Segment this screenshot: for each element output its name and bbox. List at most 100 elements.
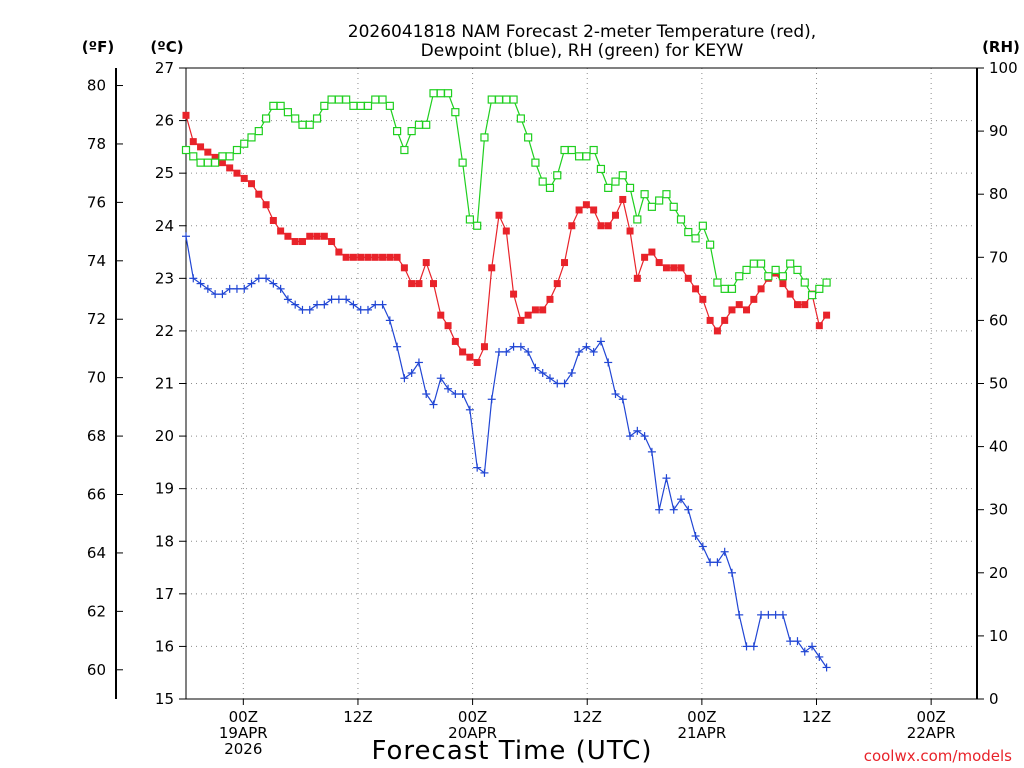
rh-point: [436, 89, 445, 98]
temperature-point: [692, 285, 700, 293]
temperature-point: [757, 285, 765, 293]
chart-title: 2026041818 NAM Forecast 2-meter Temperat…: [348, 22, 816, 42]
dewpoint-point: [211, 290, 220, 299]
temperature-point: [488, 264, 496, 272]
dewpoint-point: [473, 463, 482, 472]
rh-point: [422, 120, 431, 129]
temperature-point: [320, 232, 328, 240]
dewpoint-point: [487, 395, 496, 404]
rh-point: [713, 278, 722, 287]
rh-point: [502, 95, 511, 104]
dewpoint-point: [589, 347, 598, 356]
dewpoint-point: [203, 284, 212, 293]
dewpoint-point: [240, 284, 249, 293]
dewpoint-point: [451, 390, 460, 399]
dewpoint-point: [764, 610, 773, 619]
dewpoint-point: [480, 468, 489, 477]
dewpoint-point: [713, 558, 722, 567]
rh-tick-label: 40: [989, 438, 1008, 456]
rh-point: [538, 177, 547, 186]
dewpoint-point: [509, 342, 518, 351]
rh-point: [371, 95, 380, 104]
dewpoint-point: [385, 316, 394, 325]
temperature-point: [670, 264, 678, 272]
dewpoint-point: [815, 652, 824, 661]
rh-point: [807, 291, 817, 300]
rh-point: [625, 183, 635, 192]
fahrenheit-tick-label: 68: [87, 427, 106, 445]
dewpoint-point: [647, 447, 656, 456]
rh-point: [240, 139, 249, 148]
temperature-point: [779, 280, 787, 288]
temperature-point: [823, 311, 831, 319]
dewpoint-point: [822, 663, 831, 672]
dewpoint-point: [545, 374, 554, 383]
temperature-point: [641, 253, 649, 261]
fahrenheit-tick-label: 78: [87, 135, 106, 153]
rh-point: [320, 101, 329, 110]
temperature-point: [626, 227, 634, 235]
rh-point: [465, 215, 475, 224]
x-tick-label: 12Z: [802, 708, 831, 726]
rh-point: [764, 272, 773, 281]
rh-point: [487, 95, 496, 104]
fahrenheit-tick-label: 62: [87, 602, 106, 620]
temperature-point: [662, 264, 670, 272]
temperature-point: [721, 316, 729, 324]
temperature-point: [793, 301, 801, 309]
rh-point: [458, 158, 467, 167]
dewpoint-point: [684, 505, 693, 514]
dewpoint-point: [305, 305, 314, 314]
rh-axis-unit: (RH): [982, 38, 1020, 56]
dewpoint-point: [407, 368, 416, 377]
dewpoint-point: [531, 363, 540, 372]
temperature-point: [451, 337, 459, 345]
rh-point: [312, 114, 322, 123]
celsius-tick-label: 24: [155, 217, 174, 235]
dewpoint-point: [262, 274, 271, 283]
rh-point: [378, 95, 387, 104]
rh-point: [735, 272, 744, 281]
rh-point: [516, 114, 525, 123]
x-tick-label: 2026: [224, 740, 262, 758]
dewpoint-point: [808, 642, 817, 651]
rh-point: [815, 284, 824, 293]
temperature-point: [590, 206, 598, 214]
rh-point: [276, 101, 285, 110]
x-tick-label: 00Z: [229, 708, 258, 726]
fahrenheit-tick-label: 66: [87, 486, 106, 504]
celsius-tick-label: 26: [155, 112, 174, 130]
rh-point: [269, 101, 278, 110]
dewpoint-point: [444, 384, 453, 393]
rh-point: [669, 202, 678, 211]
dewpoint-point: [691, 531, 700, 540]
temperature-point: [510, 290, 518, 298]
temperature-point: [633, 274, 641, 282]
temperature-point: [473, 358, 481, 366]
dewpoint-point: [283, 295, 292, 304]
celsius-tick-label: 20: [155, 427, 174, 445]
dewpoint-point: [196, 279, 205, 288]
rh-point: [298, 120, 307, 129]
rh-point: [640, 190, 649, 199]
celsius-tick-label: 23: [155, 269, 174, 287]
dewpoint-point: [800, 647, 809, 656]
dewpoint-line: [185, 236, 828, 668]
dewpoint-point: [524, 347, 533, 356]
dewpoint-point: [342, 295, 351, 304]
temperature-point: [218, 159, 226, 167]
temperature-point: [335, 248, 343, 256]
rh-point: [509, 95, 518, 104]
temperature-point: [430, 280, 438, 288]
dewpoint-point: [363, 305, 372, 314]
dewpoint-point: [254, 274, 263, 283]
dewpoint-point: [618, 395, 627, 404]
rh-point: [334, 95, 343, 104]
temperature-point: [466, 353, 474, 361]
dewpoint-point: [429, 400, 438, 409]
temperature-point: [189, 138, 197, 146]
dewpoint-point: [706, 558, 715, 567]
x-tick-label: 22APR: [907, 724, 956, 742]
rh-point: [567, 145, 576, 155]
series-dewpoint: [182, 232, 831, 672]
